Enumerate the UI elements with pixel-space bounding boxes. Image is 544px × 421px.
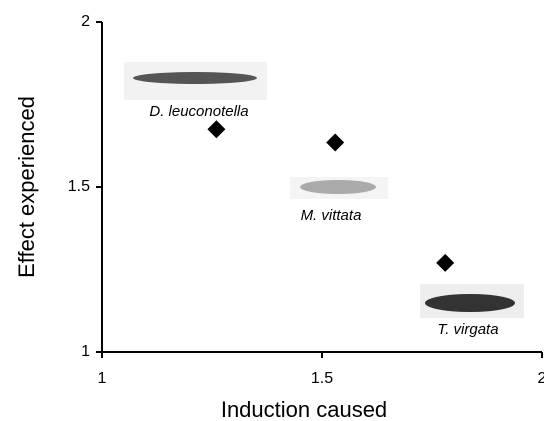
y-tick-label: 2 [81, 13, 90, 30]
point [326, 133, 345, 152]
x-tick-label: 1 [98, 370, 107, 387]
x-tick-label: 1.5 [311, 370, 333, 387]
y-tick-label: 1.5 [68, 178, 90, 195]
caterpillar-images [124, 62, 524, 318]
annotation: D. leuconotella [149, 103, 248, 120]
y-tick-label: 1 [81, 343, 90, 360]
annotation: M. vittata [301, 207, 362, 224]
point [207, 120, 226, 139]
y-axis-label: Effect experienced [14, 96, 39, 278]
point [436, 253, 455, 272]
x-axis-label: Induction caused [221, 397, 387, 421]
annotation: T. virgata [437, 321, 498, 338]
x-tick-label: 2 [538, 370, 544, 387]
